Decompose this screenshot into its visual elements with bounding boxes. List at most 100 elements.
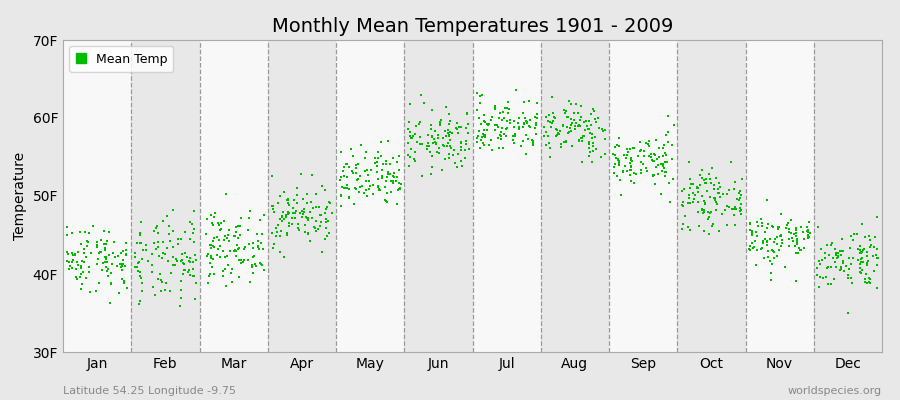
Point	[148, 292, 162, 298]
Point	[182, 266, 196, 273]
Point	[441, 140, 455, 146]
Point	[62, 263, 77, 270]
Point	[454, 144, 468, 150]
Point	[750, 219, 764, 226]
Point	[349, 186, 364, 192]
Point	[104, 280, 118, 287]
Point	[385, 180, 400, 186]
Point	[155, 279, 169, 285]
Point	[448, 124, 463, 131]
Point	[403, 101, 418, 107]
Point	[662, 139, 676, 146]
Point	[863, 244, 878, 250]
Point	[853, 264, 868, 271]
Point	[158, 287, 172, 294]
Point	[843, 245, 858, 252]
Point	[836, 248, 850, 255]
Point	[698, 180, 713, 186]
Point	[704, 209, 718, 216]
Point	[626, 145, 640, 151]
Point	[792, 244, 806, 251]
Point	[790, 236, 805, 242]
Point	[748, 238, 762, 244]
Point	[733, 195, 747, 202]
Point	[414, 92, 428, 98]
Point	[207, 271, 221, 277]
Point	[844, 280, 859, 286]
Point	[387, 174, 401, 180]
Point	[286, 204, 301, 211]
Point	[530, 111, 544, 117]
Point	[176, 257, 190, 264]
Point	[247, 252, 261, 259]
Point	[145, 262, 159, 268]
Point	[789, 233, 804, 240]
Point	[507, 124, 521, 130]
Point	[423, 122, 437, 128]
Point	[419, 146, 434, 152]
Point	[634, 159, 649, 166]
Point	[789, 278, 804, 284]
Point	[793, 247, 807, 254]
Point	[760, 242, 775, 248]
Point	[478, 119, 492, 125]
Point	[213, 242, 228, 249]
Point	[734, 210, 748, 217]
Point	[307, 224, 321, 230]
Point	[237, 256, 251, 263]
Point	[266, 173, 280, 179]
Point	[403, 135, 418, 141]
Point	[631, 153, 645, 160]
Point	[573, 117, 588, 123]
Point	[528, 122, 543, 128]
Point	[166, 244, 181, 250]
Point	[59, 232, 74, 238]
Point	[644, 154, 659, 160]
Point	[588, 116, 602, 122]
Point	[557, 110, 572, 116]
Point	[84, 250, 98, 256]
Point	[608, 152, 623, 158]
Point	[583, 149, 598, 155]
Point	[500, 109, 515, 116]
Point	[488, 104, 502, 110]
Legend: Mean Temp: Mean Temp	[69, 46, 173, 72]
Point	[598, 136, 613, 142]
Point	[322, 199, 337, 206]
Point	[591, 125, 606, 132]
Point	[318, 187, 332, 193]
Point	[681, 159, 696, 166]
Point	[675, 188, 689, 194]
Point	[188, 252, 202, 258]
Point	[241, 257, 256, 264]
Point	[707, 197, 722, 203]
Point	[812, 258, 826, 264]
Point	[219, 283, 233, 290]
Point	[185, 273, 200, 279]
Point	[581, 126, 596, 132]
Point	[488, 105, 502, 112]
Point	[587, 108, 601, 114]
Point	[487, 122, 501, 128]
Point	[385, 173, 400, 179]
Point	[246, 240, 260, 246]
Point	[178, 229, 193, 235]
Point	[141, 258, 156, 264]
Point	[530, 100, 544, 106]
Point	[79, 254, 94, 260]
Point	[544, 124, 559, 130]
Point	[380, 174, 394, 180]
Point	[266, 203, 280, 210]
Point	[774, 210, 788, 217]
Point	[746, 244, 760, 250]
Point	[204, 254, 219, 261]
Point	[404, 146, 419, 152]
Point	[662, 113, 676, 119]
Bar	[63, 40, 131, 352]
Point	[365, 182, 380, 188]
Point	[496, 145, 510, 151]
Point	[646, 172, 661, 178]
Point	[74, 264, 88, 270]
Point	[199, 231, 213, 238]
Point	[406, 133, 420, 139]
